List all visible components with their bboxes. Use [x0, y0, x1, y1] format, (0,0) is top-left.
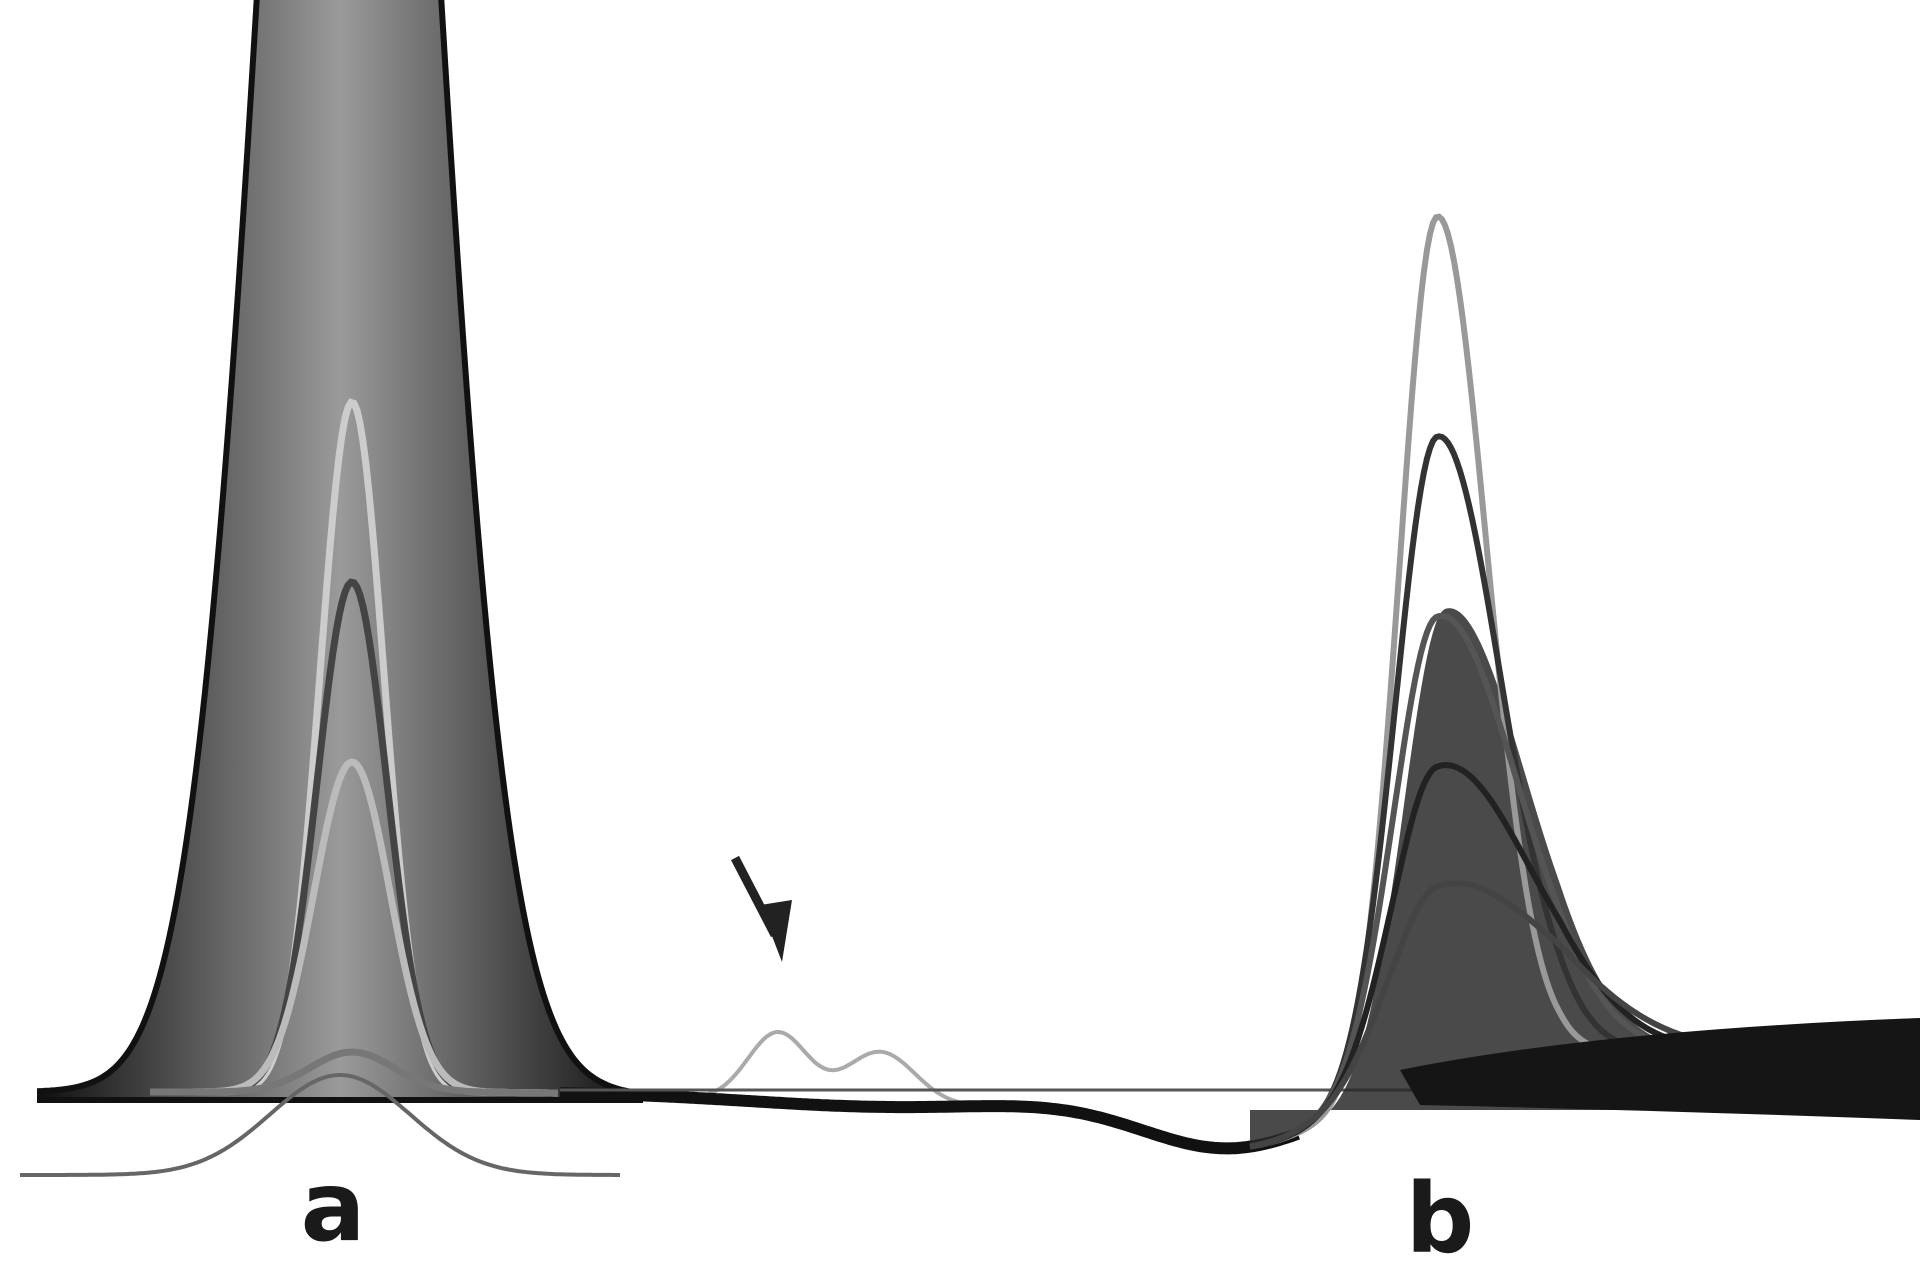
trace — [40, 0, 640, 1100]
peak-label: b — [1406, 1163, 1475, 1274]
page: {"peaks": [{"label": "a"}, {"label": "b"… — [0, 0, 1920, 1274]
peak-label: a — [301, 1151, 366, 1263]
trace — [560, 1093, 1298, 1148]
chromatogram-figure: a b — [0, 0, 1920, 1274]
arrow — [735, 858, 792, 962]
traces — [20, 0, 1920, 1175]
